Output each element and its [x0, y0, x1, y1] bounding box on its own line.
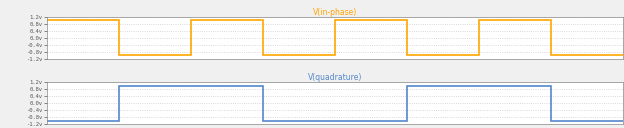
Title: V(quadrature): V(quadrature) [308, 73, 362, 82]
Title: V(in-phase): V(in-phase) [313, 8, 357, 17]
